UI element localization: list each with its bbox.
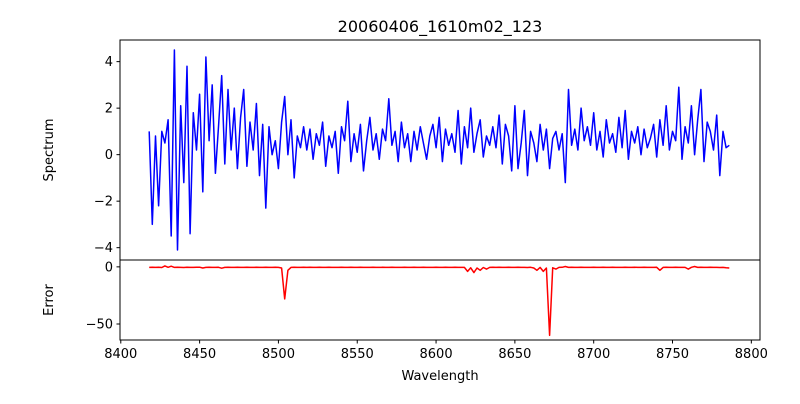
error-y-axis-label: Error	[42, 284, 57, 316]
spectrum-line	[148, 49, 730, 251]
spectrum-y-axis-label: Spectrum	[42, 119, 57, 182]
x-tick-label: 8600	[420, 347, 453, 362]
x-tick-label: 8700	[577, 347, 610, 362]
x-tick-label: 8650	[498, 347, 531, 362]
x-tick-label: 8400	[104, 347, 137, 362]
spectrum-axes-frame	[119, 39, 761, 261]
spectrum-y-tick-label: 4	[105, 55, 113, 70]
x-tick-label: 8500	[262, 347, 295, 362]
error-y-tick-label: −50	[86, 318, 113, 333]
spectrum-y-tick-label: 2	[105, 102, 113, 117]
error-line	[149, 265, 730, 337]
x-tick-label: 8550	[341, 347, 374, 362]
x-tick-label: 8450	[183, 347, 216, 362]
error-axes-frame	[119, 259, 761, 341]
x-axis-label: Wavelength	[401, 369, 478, 384]
error-y-tick-label: 0	[105, 260, 113, 275]
spectrum-y-tick-label: 0	[105, 148, 113, 163]
x-tick-label: 8750	[656, 347, 689, 362]
x-tick-label: 8800	[735, 347, 768, 362]
chart-title: 20060406_1610m02_123	[338, 17, 543, 37]
spectrum-y-tick-label: −4	[94, 241, 113, 256]
spectrum-y-tick-label: −2	[94, 195, 113, 210]
